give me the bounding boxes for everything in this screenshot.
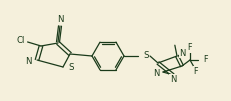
Text: Cl: Cl <box>16 36 24 45</box>
Text: N: N <box>169 75 175 84</box>
Text: S: S <box>143 52 148 60</box>
Text: S: S <box>68 64 73 73</box>
Text: N: N <box>178 48 185 57</box>
Text: F: F <box>202 56 207 65</box>
Text: N: N <box>153 69 159 78</box>
Text: F: F <box>187 44 191 53</box>
Text: F: F <box>193 66 198 76</box>
Text: N: N <box>57 15 63 24</box>
Text: N: N <box>25 56 32 66</box>
